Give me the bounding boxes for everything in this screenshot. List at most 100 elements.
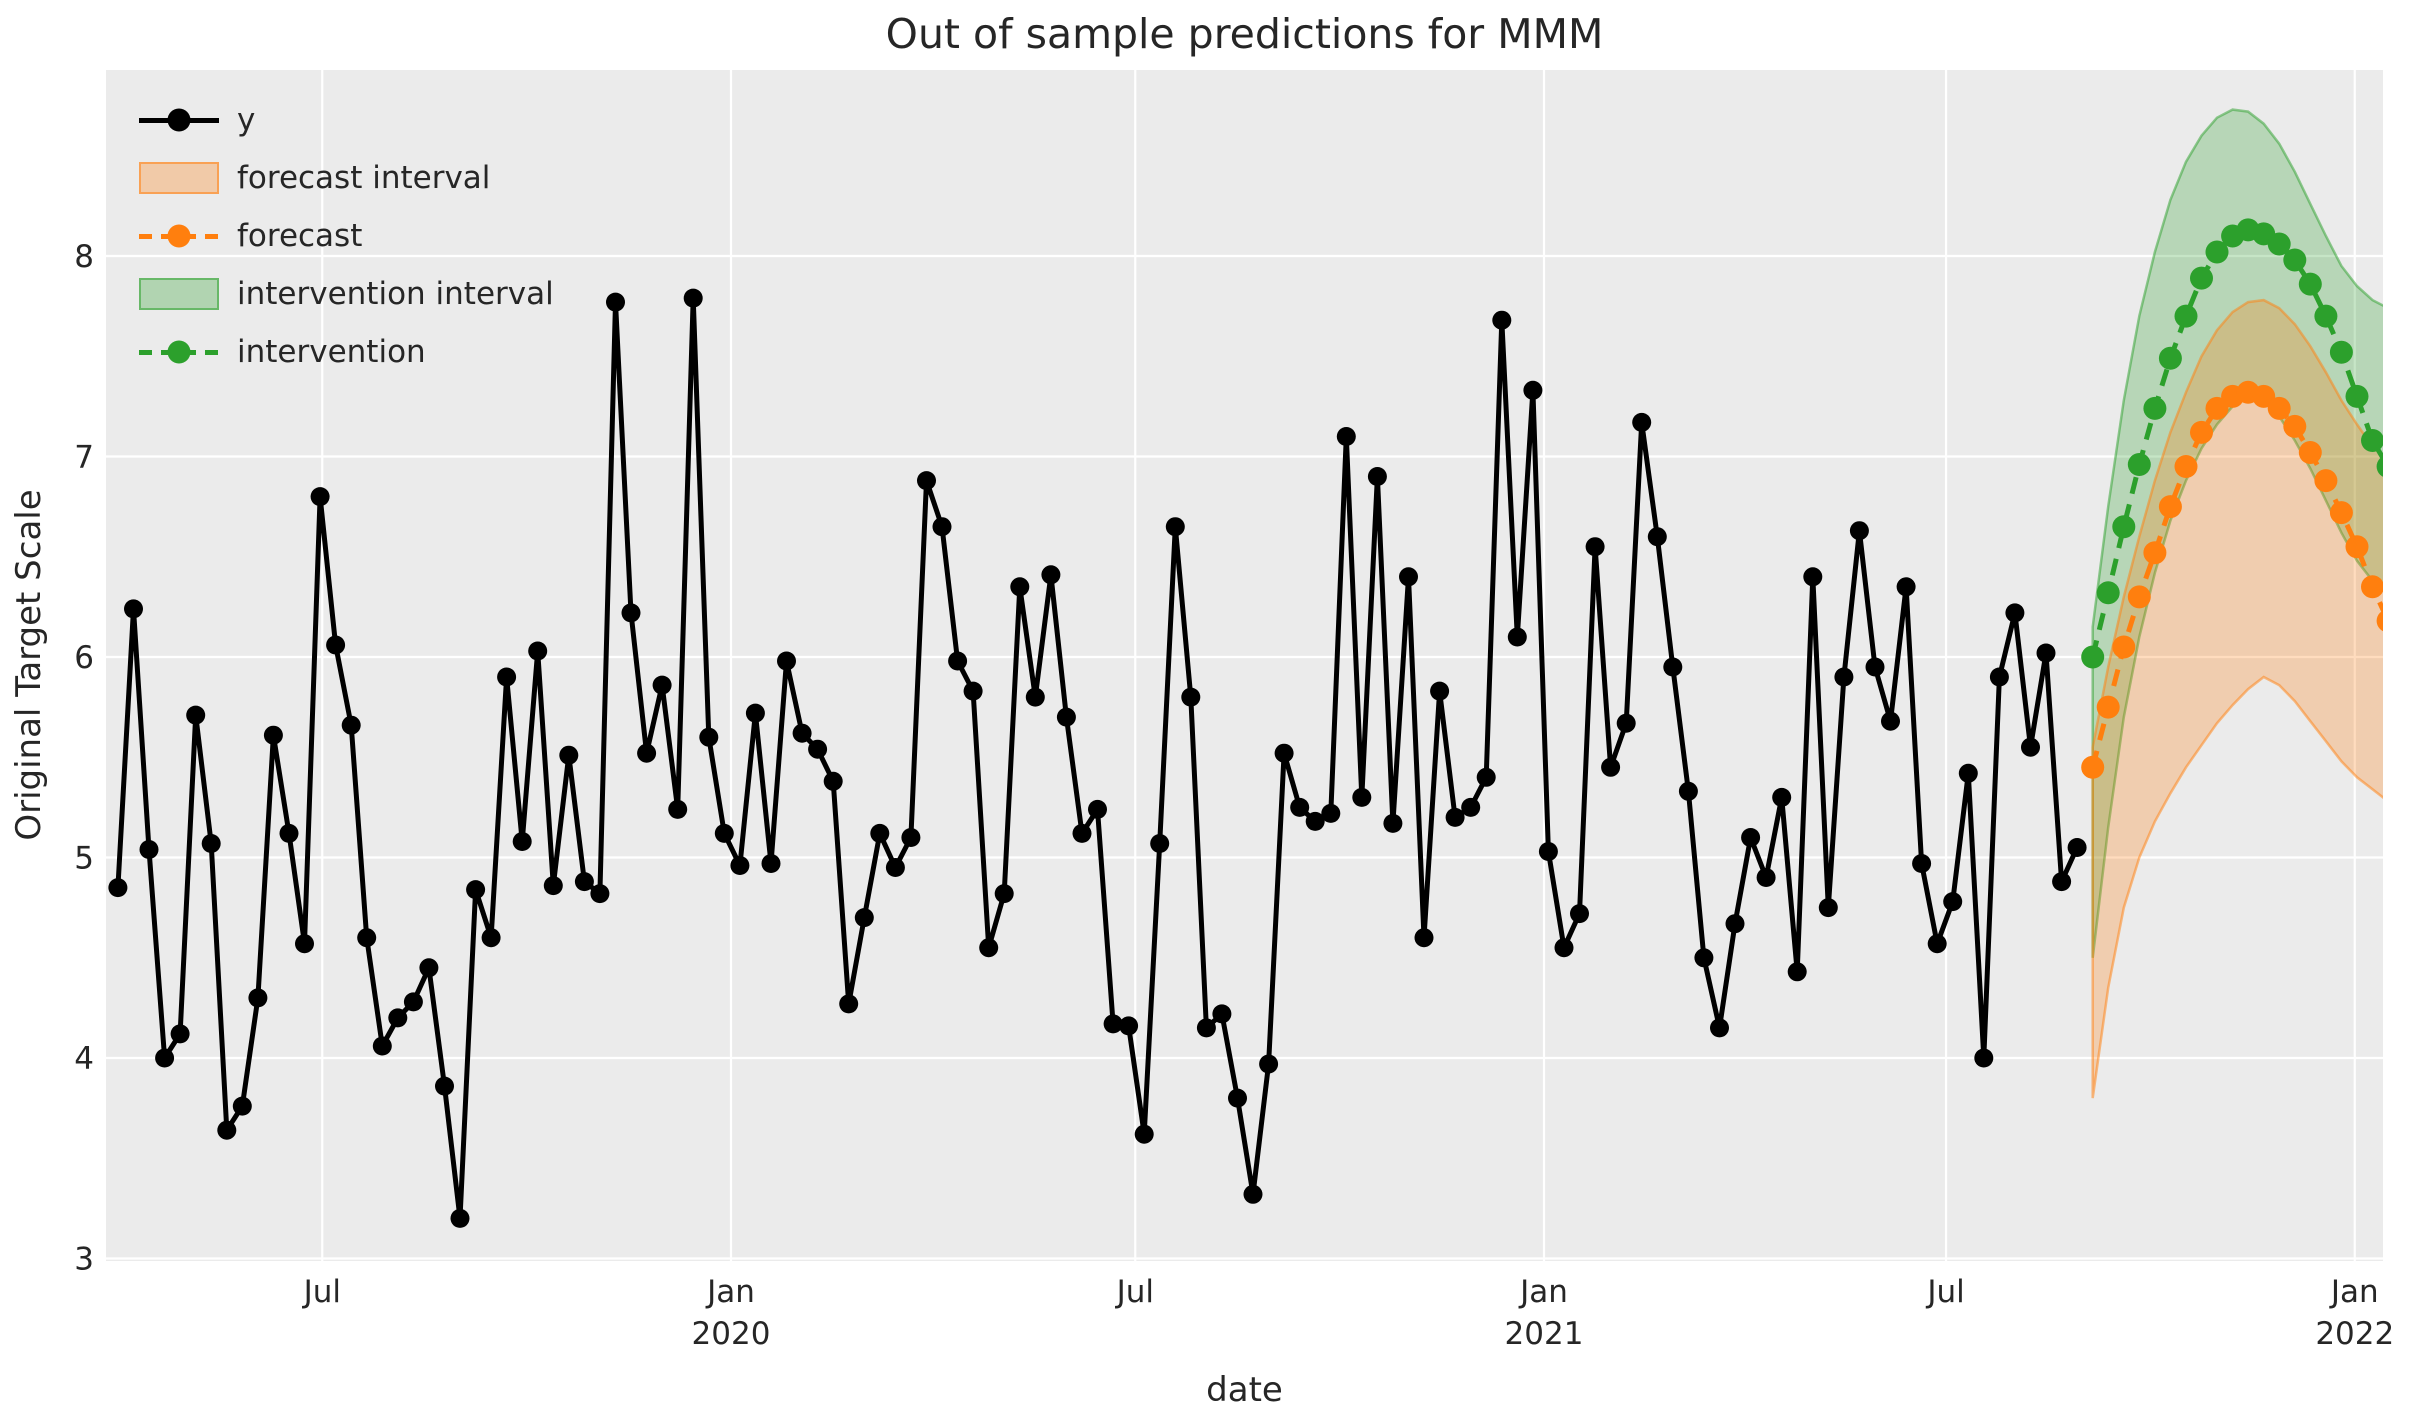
data-point — [1228, 1088, 1247, 1108]
data-point — [1694, 948, 1714, 968]
x-tick-label: Jan — [705, 1274, 755, 1310]
data-point — [1974, 1048, 1994, 1068]
data-point — [2143, 396, 2167, 420]
data-point — [528, 641, 548, 661]
data-point — [2345, 384, 2369, 408]
data-point — [1865, 657, 1885, 677]
data-point — [699, 727, 719, 747]
data-point — [745, 703, 765, 723]
data-point — [668, 799, 688, 819]
data-point — [1787, 962, 1807, 982]
data-point — [2067, 838, 2087, 857]
data-point — [1756, 868, 1776, 887]
data-point — [1927, 934, 1947, 954]
data-point — [1150, 834, 1170, 853]
data-point — [948, 651, 968, 671]
data-point — [295, 934, 314, 954]
data-point — [1585, 537, 1605, 557]
data-point — [1056, 707, 1076, 727]
data-point — [419, 958, 439, 978]
data-point — [2127, 453, 2151, 476]
data-point — [979, 938, 999, 958]
legend-label: forecast interval — [237, 160, 491, 196]
data-point — [761, 854, 781, 873]
data-point — [2052, 872, 2072, 892]
data-point — [1072, 823, 1092, 843]
data-point — [1896, 577, 1916, 597]
x-tick-label: Jan — [2329, 1274, 2379, 1310]
data-point — [2329, 340, 2353, 364]
data-point — [932, 517, 952, 537]
data-point — [1025, 687, 1045, 707]
data-point — [1803, 567, 1823, 587]
data-point — [1881, 711, 1900, 731]
chart-title: Out of sample predictions for MMM — [885, 10, 1604, 58]
data-point — [1181, 687, 1201, 707]
y-series — [108, 288, 2087, 1228]
data-point — [2096, 695, 2120, 719]
legend-line-swatch — [139, 102, 219, 138]
legend-label: intervention interval — [237, 276, 554, 312]
data-point — [1165, 517, 1185, 537]
tick-labels: 3 4 5 6 7 8 Jul Jan 2020 Jul Jan 2021 Jul Jan 2022 — [74, 239, 2394, 1352]
data-point — [279, 823, 299, 843]
data-point — [1010, 577, 1030, 597]
data-point — [512, 832, 532, 851]
data-point — [248, 988, 268, 1008]
data-point — [1523, 380, 1543, 400]
data-point — [2081, 755, 2105, 779]
intervention-interval-band — [2091, 108, 2383, 958]
data-point — [1259, 1054, 1279, 1074]
data-point — [543, 876, 563, 896]
data-point — [1834, 667, 1854, 687]
data-point — [1725, 914, 1745, 934]
data-point — [1710, 1018, 1729, 1038]
data-point — [2112, 635, 2136, 659]
data-point — [606, 292, 625, 312]
data-point — [1958, 763, 1978, 783]
data-point — [2329, 501, 2353, 525]
data-point — [2314, 469, 2338, 493]
y-tick-label: 5 — [74, 841, 94, 877]
data-point — [1616, 713, 1636, 733]
data-point — [1383, 813, 1403, 833]
data-point — [652, 675, 672, 695]
data-point — [1321, 803, 1341, 823]
data-point — [885, 858, 905, 877]
y-axis-label: Original Target Scale — [9, 489, 49, 841]
y-tick-label: 4 — [74, 1041, 94, 1077]
legend-patch-swatch — [139, 278, 219, 310]
data-point — [1492, 310, 1512, 330]
data-point — [714, 823, 734, 843]
data-point — [1041, 565, 1061, 585]
data-point — [450, 1208, 470, 1228]
data-point — [1212, 1004, 1232, 1024]
data-point — [326, 635, 346, 655]
data-point — [341, 715, 361, 735]
x-tick-label: Jan — [1518, 1274, 1568, 1310]
data-point — [2112, 515, 2136, 539]
data-point — [2174, 455, 2198, 478]
data-point — [466, 880, 486, 900]
data-point — [201, 834, 221, 853]
data-point — [808, 739, 828, 759]
data-point — [730, 856, 750, 875]
data-point — [1632, 412, 1652, 432]
data-point — [2143, 541, 2167, 565]
data-point — [1336, 427, 1356, 446]
data-point — [1943, 892, 1963, 912]
data-point — [1196, 1018, 1216, 1038]
data-point — [170, 1024, 190, 1044]
data-point — [901, 828, 921, 847]
data-point — [2298, 272, 2322, 296]
data-point — [2005, 603, 2025, 623]
data-point — [1989, 667, 2009, 687]
data-point — [792, 723, 812, 743]
data-point — [2314, 304, 2338, 328]
data-point — [2081, 645, 2105, 669]
data-point — [2345, 535, 2369, 559]
legend-label: y — [237, 102, 256, 138]
data-point — [1507, 627, 1527, 647]
